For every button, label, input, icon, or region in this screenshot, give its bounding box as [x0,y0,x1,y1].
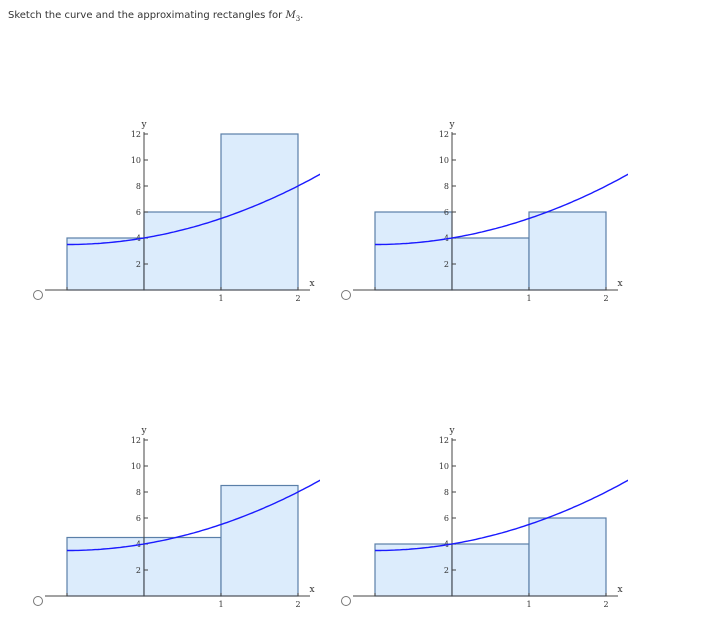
function-curve [375,463,657,552]
y-axis-label: y [448,426,455,436]
y-tick-label: 8 [444,488,449,497]
x-tick-label: 1 [218,600,223,608]
y-axis-label: y [140,426,147,436]
approx-rect-1 [374,211,453,291]
y-tick-label: 12 [131,436,141,445]
x-tick-label: 2 [295,294,300,302]
approx-rect-3 [528,517,607,597]
function-curve [67,463,349,552]
x-tick-label: 2 [603,294,608,302]
approx-rect-3 [220,484,299,597]
y-tick-label: 12 [439,130,449,139]
x-tick-label: -1 [352,294,353,302]
approx-rect-3 [528,211,607,291]
function-curve [67,157,349,246]
math-symbol: M [285,10,296,21]
y-axis-label: y [448,120,455,130]
x-axis-label: x [617,279,622,289]
instruction-suffix: . [300,10,304,21]
graph-option-3-radio[interactable] [33,596,43,606]
y-tick-label: 6 [444,208,449,217]
math-subscript: 3 [295,15,301,23]
approx-rect-2 [451,543,530,597]
approx-rect-1 [66,237,145,291]
x-tick-label: 2 [295,600,300,608]
y-tick-label: 10 [439,156,449,165]
instruction-text: Sketch the curve and the approximating r… [8,10,283,21]
y-tick-label: 2 [444,566,449,575]
approx-rect-2 [143,536,222,597]
y-tick-label: 2 [136,260,141,269]
approx-rect-2 [143,211,222,291]
x-axis-label: x [309,585,314,595]
x-tick-label: 1 [218,294,223,302]
y-tick-label: 6 [444,514,449,523]
x-tick-label: 2 [603,600,608,608]
question-instruction: Sketch the curve and the approximating r… [8,10,303,23]
y-tick-label: 2 [444,260,449,269]
approx-rect-3 [220,133,299,291]
y-tick-label: 10 [439,462,449,471]
graph-option-4-radio[interactable] [341,596,351,606]
function-curve [375,157,657,246]
y-tick-label: 8 [444,182,449,191]
instruction-math: M3 [285,10,301,23]
x-axis-label: x [309,279,314,289]
x-tick-label: 1 [526,294,531,302]
y-tick-label: 8 [136,182,141,191]
x-tick-label: -1 [44,600,45,608]
approx-rect-2 [451,237,530,291]
x-tick-label: -1 [352,600,353,608]
x-tick-label: 1 [526,600,531,608]
y-tick-label: 10 [131,156,141,165]
y-tick-label: 8 [136,488,141,497]
y-axis-label: y [140,120,147,130]
x-tick-label: -1 [44,294,45,302]
approx-rect-1 [374,543,453,597]
y-tick-label: 2 [136,566,141,575]
y-tick-label: 12 [131,130,141,139]
x-axis-label: x [617,585,622,595]
graph-option-1-radio[interactable] [33,290,43,300]
y-tick-label: 10 [131,462,141,471]
y-tick-label: 6 [136,208,141,217]
y-tick-label: 6 [136,514,141,523]
graph-option-2-radio[interactable] [341,290,351,300]
y-tick-label: 12 [439,436,449,445]
